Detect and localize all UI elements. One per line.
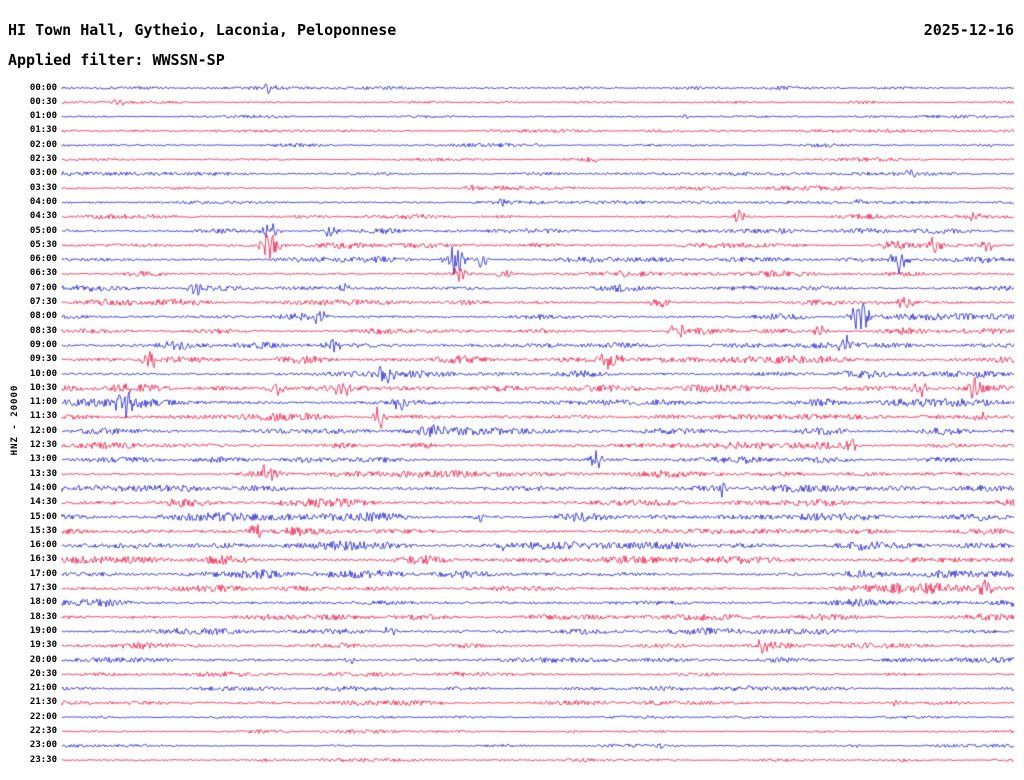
time-label: 02:30 (29, 154, 57, 164)
time-label: 11:30 (29, 411, 57, 422)
time-label: 21:30 (29, 697, 57, 708)
time-label: 19:30 (29, 640, 57, 651)
time-label: 15:30 (29, 525, 57, 536)
time-label: 16:30 (29, 554, 57, 565)
time-label: 02:00 (29, 139, 57, 150)
filter-label: Applied filter: WWSSN-SP (8, 51, 225, 69)
time-label: 16:00 (29, 540, 57, 551)
time-label: 14:30 (29, 497, 57, 508)
time-label: 00:30 (29, 96, 57, 107)
time-label: 17:00 (29, 568, 57, 579)
time-label: 13:00 (29, 454, 57, 465)
time-label: 07:00 (29, 282, 57, 293)
time-label: 12:00 (29, 425, 57, 436)
time-label: 01:00 (29, 111, 57, 122)
time-label: 18:30 (29, 611, 57, 622)
time-label: 13:30 (29, 468, 57, 479)
time-label: 23:30 (29, 754, 57, 765)
time-label: 21:00 (29, 683, 57, 694)
time-label: 04:00 (29, 196, 57, 207)
time-label: 18:00 (29, 597, 57, 608)
time-label: 05:30 (29, 239, 57, 250)
time-label: 23:00 (29, 740, 57, 751)
time-label: 08:30 (29, 325, 57, 336)
time-label: 09:30 (29, 354, 57, 365)
time-label: 14:00 (29, 482, 57, 493)
time-label: 00:00 (29, 82, 57, 93)
time-label: 01:30 (29, 125, 57, 136)
time-label: 03:00 (29, 168, 57, 179)
time-label: 09:00 (29, 339, 57, 350)
time-label: 10:30 (29, 382, 57, 393)
time-label: 06:30 (29, 268, 57, 279)
time-label: 17:30 (29, 583, 57, 593)
time-label: 15:00 (29, 511, 57, 522)
date-label: 2025-12-16 (923, 21, 1014, 39)
station-title: HI Town Hall, Gytheio, Laconia, Peloponn… (8, 21, 397, 39)
time-label: 12:30 (29, 440, 57, 450)
time-label: 04:30 (29, 211, 57, 222)
time-label: 11:00 (29, 397, 57, 408)
time-label: 20:00 (29, 654, 57, 665)
time-label: 07:30 (29, 297, 57, 307)
time-label: 22:30 (29, 726, 57, 736)
time-label: 05:00 (29, 225, 57, 236)
time-label: 20:30 (29, 668, 57, 679)
time-label: 19:00 (29, 625, 57, 636)
time-label: 06:00 (29, 254, 57, 265)
time-label: 10:00 (29, 368, 57, 379)
time-label: 22:00 (29, 711, 57, 722)
time-label: 03:30 (29, 182, 57, 193)
time-label: 08:00 (29, 311, 57, 322)
